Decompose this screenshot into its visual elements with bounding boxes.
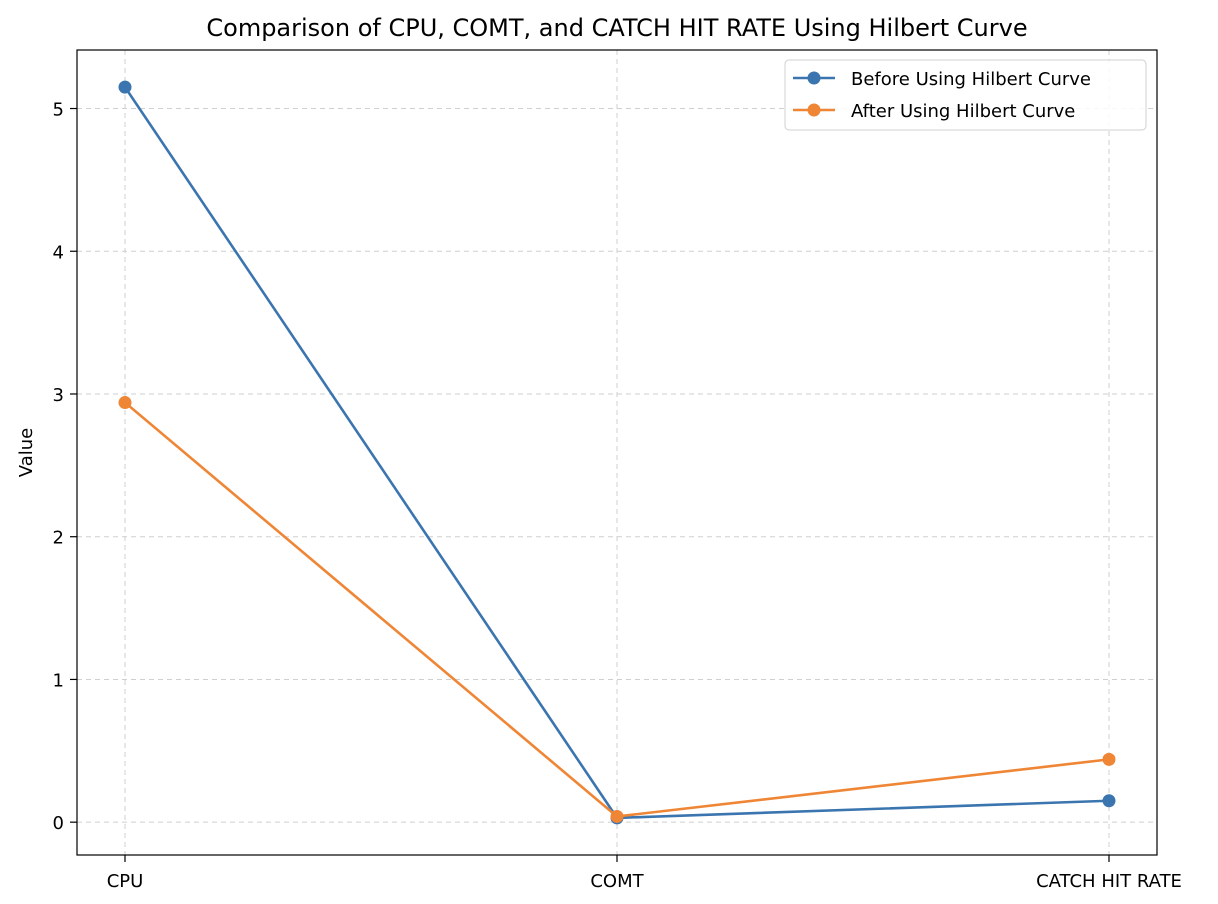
y-tick-label: 2	[53, 528, 64, 549]
y-tick-label: 1	[53, 670, 64, 691]
x-axis-ticks: CPU COMT CATCH HIT RATE	[107, 855, 1182, 892]
series-1	[118, 80, 1116, 825]
legend-item: After Using Hilbert Curve	[793, 101, 1075, 122]
legend-label: After Using Hilbert Curve	[851, 101, 1075, 122]
data-point	[118, 80, 132, 94]
y-tick-label: 3	[53, 385, 64, 406]
series-2	[118, 396, 1116, 823]
y-tick-label: 4	[53, 242, 64, 263]
legend-marker	[807, 103, 821, 117]
y-axis-label: Value	[16, 428, 37, 477]
data-point	[610, 809, 624, 823]
legend-label: Before Using Hilbert Curve	[851, 69, 1091, 90]
y-tick-label: 0	[53, 813, 64, 834]
x-tick-label: COMT	[590, 871, 644, 892]
series-layer	[118, 80, 1116, 825]
legend: Before Using Hilbert Curve After Using Hi…	[784, 59, 1147, 131]
data-point	[1102, 752, 1116, 766]
x-tick-label: CATCH HIT RATE	[1036, 871, 1182, 892]
grid-layer	[77, 50, 1157, 855]
y-axis-ticks: 0 1 2 3 4 5	[53, 100, 77, 834]
data-point	[1102, 794, 1116, 808]
legend-item: Before Using Hilbert Curve	[793, 69, 1091, 90]
legend-frame	[784, 59, 1147, 131]
chart-title: Comparison of CPU, COMT, and CATCH HIT R…	[206, 14, 1027, 42]
x-tick-label: CPU	[107, 871, 144, 892]
y-tick-label: 5	[53, 100, 64, 121]
legend-marker	[807, 71, 821, 85]
data-point	[118, 396, 132, 410]
